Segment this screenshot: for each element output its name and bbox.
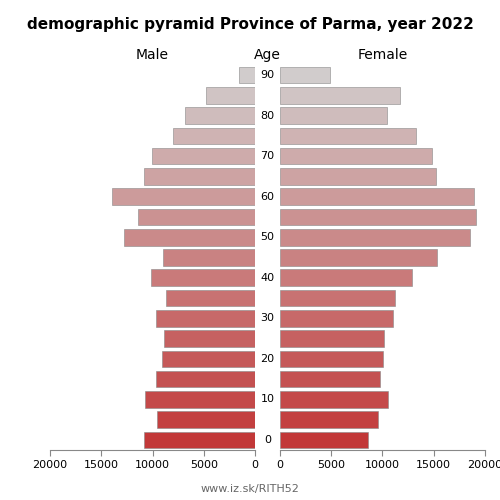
- Bar: [280, 67, 330, 84]
- Bar: [138, 208, 255, 226]
- Bar: [163, 249, 255, 266]
- Text: 20: 20: [260, 354, 274, 364]
- Bar: [280, 229, 469, 246]
- Bar: [144, 168, 255, 185]
- Bar: [280, 310, 392, 326]
- Bar: [280, 290, 394, 306]
- Bar: [156, 310, 255, 326]
- Bar: [280, 371, 380, 388]
- Bar: [280, 350, 384, 367]
- Bar: [156, 412, 255, 428]
- Bar: [162, 350, 255, 367]
- Text: 90: 90: [260, 70, 274, 80]
- Title: Age: Age: [254, 48, 281, 62]
- Text: demographic pyramid Province of Parma, year 2022: demographic pyramid Province of Parma, y…: [26, 18, 473, 32]
- Bar: [280, 432, 368, 448]
- Text: www.iz.sk/RITH52: www.iz.sk/RITH52: [200, 484, 300, 494]
- Bar: [280, 168, 436, 185]
- Bar: [280, 249, 437, 266]
- Bar: [206, 87, 255, 104]
- Bar: [173, 128, 255, 144]
- Title: Male: Male: [136, 48, 169, 62]
- Bar: [150, 270, 255, 286]
- Title: Female: Female: [358, 48, 408, 62]
- Text: 0: 0: [264, 435, 271, 445]
- Text: 30: 30: [260, 314, 274, 324]
- Text: 60: 60: [260, 192, 274, 202]
- Bar: [166, 290, 255, 306]
- Bar: [280, 188, 473, 205]
- Bar: [280, 128, 416, 144]
- Text: 70: 70: [260, 151, 274, 161]
- Bar: [186, 108, 255, 124]
- Bar: [164, 330, 255, 347]
- Bar: [124, 229, 255, 246]
- Bar: [280, 87, 400, 104]
- Bar: [144, 432, 255, 448]
- Bar: [146, 391, 255, 407]
- Bar: [280, 412, 378, 428]
- Text: 50: 50: [260, 232, 274, 242]
- Bar: [280, 148, 432, 164]
- Bar: [280, 391, 388, 407]
- Bar: [280, 270, 412, 286]
- Bar: [152, 148, 255, 164]
- Bar: [112, 188, 255, 205]
- Bar: [280, 208, 476, 226]
- Bar: [239, 67, 255, 84]
- Bar: [280, 330, 384, 347]
- Bar: [280, 108, 386, 124]
- Text: 10: 10: [260, 394, 274, 404]
- Text: 40: 40: [260, 273, 274, 283]
- Text: 80: 80: [260, 110, 274, 120]
- Bar: [156, 371, 255, 388]
